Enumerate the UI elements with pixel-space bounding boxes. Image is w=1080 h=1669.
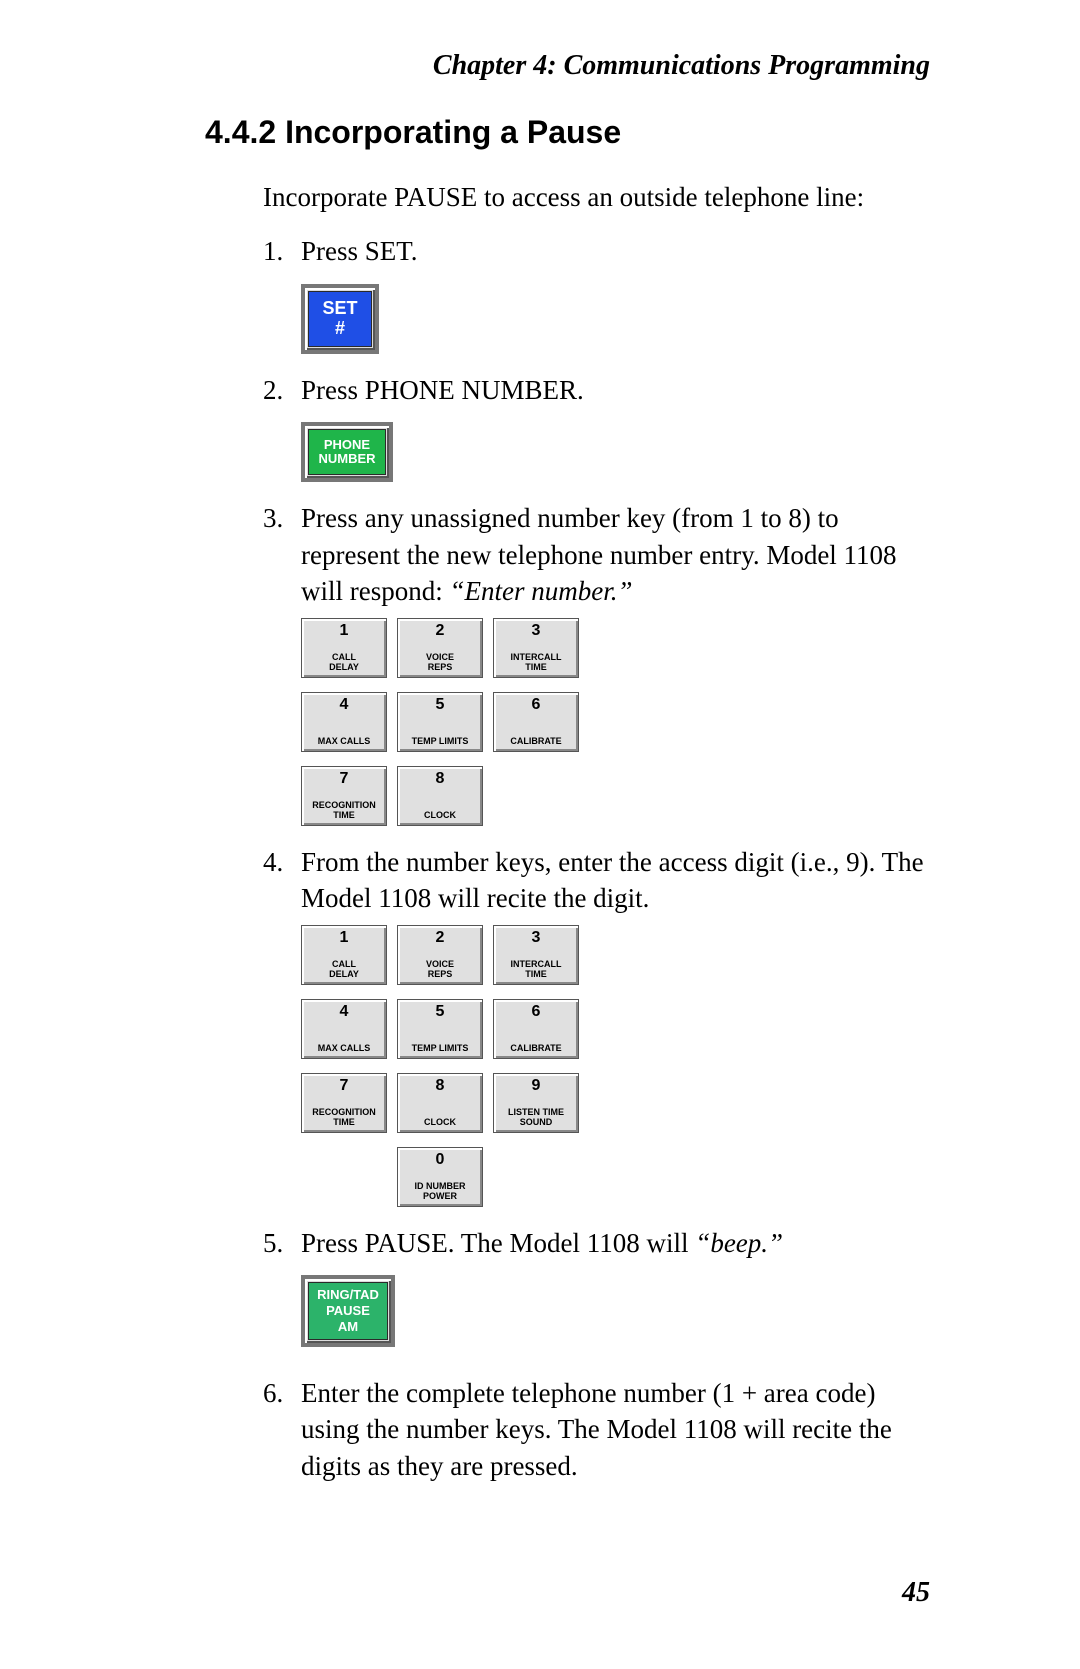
step-6-number: 6.	[263, 1375, 301, 1484]
step-4-number: 4.	[263, 844, 301, 917]
step-1-text: Press SET.	[301, 233, 930, 269]
keypad-key-num: 6	[532, 1004, 541, 1020]
keypad-key-8[interactable]: 8 CLOCK	[397, 766, 483, 826]
keypad-key-label: ID NUMBER POWER	[415, 1182, 466, 1202]
keypad-key-num: 5	[436, 1004, 445, 1020]
keypad-key-4[interactable]: 4 MAX CALLS	[301, 999, 387, 1059]
phone-button-line1: PHONE	[324, 438, 370, 452]
keypad-key-label: INTERCALL TIME	[511, 653, 562, 673]
keypad-key-num: 9	[532, 1078, 541, 1094]
keypad-key-num: 3	[532, 623, 541, 639]
step-4: 4. From the number keys, enter the acces…	[263, 844, 930, 917]
step-1: 1. Press SET.	[263, 233, 930, 269]
keypad-key-num: 2	[436, 623, 445, 639]
keypad-key-num: 8	[436, 1078, 445, 1094]
keypad-key-num: 7	[340, 771, 349, 787]
step-3: 3. Press any unassigned number key (from…	[263, 500, 930, 609]
step-3-italic: “Enter number.”	[450, 576, 633, 606]
keypad-key-num: 4	[340, 697, 349, 713]
keypad-key-num: 5	[436, 697, 445, 713]
keypad-key-5[interactable]: 5 TEMP LIMITS	[397, 692, 483, 752]
keypad-key-label: CALL DELAY	[329, 653, 359, 673]
set-button-line1: SET	[322, 299, 357, 319]
keypad-key-label: TEMP LIMITS	[412, 737, 469, 747]
keypad-key-label: CALIBRATE	[510, 737, 561, 747]
keypad-key-5[interactable]: 5 TEMP LIMITS	[397, 999, 483, 1059]
page-number: 45	[902, 1577, 930, 1609]
keypad-key-label: CALIBRATE	[510, 1044, 561, 1054]
keypad-key-0[interactable]: 0 ID NUMBER POWER	[397, 1147, 483, 1207]
keypad-key-num: 4	[340, 1004, 349, 1020]
keypad-key-label: RECOGNITION TIME	[312, 1108, 376, 1128]
keypad-10: 1 CALL DELAY 2 VOICE REPS 3 INTERCALL TIME 4 MA…	[301, 925, 930, 1207]
keypad-key-label: TEMP LIMITS	[412, 1044, 469, 1054]
keypad-key-1[interactable]: 1 CALL DELAY	[301, 618, 387, 678]
intro-text: Incorporate PAUSE to access an outside t…	[263, 179, 930, 215]
step-6: 6. Enter the complete telephone number (…	[263, 1375, 930, 1484]
keypad-key-7[interactable]: 7 RECOGNITION TIME	[301, 1073, 387, 1133]
set-button[interactable]: SET #	[301, 284, 379, 354]
keypad-key-num: 1	[340, 623, 349, 639]
step-5: 5. Press PAUSE. The Model 1108 will “bee…	[263, 1225, 930, 1261]
keypad-key-6[interactable]: 6 CALIBRATE	[493, 999, 579, 1059]
step-6-text: Enter the complete telephone number (1 +…	[301, 1375, 930, 1484]
keypad-key-2[interactable]: 2 VOICE REPS	[397, 618, 483, 678]
step-2-text: Press PHONE NUMBER.	[301, 372, 930, 408]
keypad-key-label: VOICE REPS	[426, 653, 454, 673]
step-2: 2. Press PHONE NUMBER.	[263, 372, 930, 408]
keypad-key-num: 8	[436, 771, 445, 787]
keypad-key-4[interactable]: 4 MAX CALLS	[301, 692, 387, 752]
set-button-line2: #	[335, 319, 345, 339]
keypad-key-num: 3	[532, 930, 541, 946]
keypad-key-num: 7	[340, 1078, 349, 1094]
keypad-key-7[interactable]: 7 RECOGNITION TIME	[301, 766, 387, 826]
pause-button-line1: RING/TAD	[317, 1287, 379, 1303]
keypad-8: 1 CALL DELAY 2 VOICE REPS 3 INTERCALL TIME 4 MA…	[301, 618, 930, 826]
keypad-key-2[interactable]: 2 VOICE REPS	[397, 925, 483, 985]
step-3-number: 3.	[263, 500, 301, 609]
step-5-italic: “beep.”	[695, 1228, 783, 1258]
keypad-key-num: 1	[340, 930, 349, 946]
page: Chapter 4: Communications Programming 4.…	[0, 0, 1080, 1669]
section-title: 4.4.2 Incorporating a Pause	[205, 114, 930, 151]
pause-button-line3: AM	[338, 1319, 358, 1335]
step-4-text: From the number keys, enter the access d…	[301, 844, 930, 917]
step-2-number: 2.	[263, 372, 301, 408]
keypad-key-label: MAX CALLS	[318, 1044, 371, 1054]
keypad-key-1[interactable]: 1 CALL DELAY	[301, 925, 387, 985]
pause-button[interactable]: RING/TAD PAUSE AM	[301, 1275, 395, 1347]
keypad-key-8[interactable]: 8 CLOCK	[397, 1073, 483, 1133]
keypad-key-label: VOICE REPS	[426, 960, 454, 980]
phone-button-line2: NUMBER	[318, 452, 375, 466]
chapter-header: Chapter 4: Communications Programming	[205, 50, 930, 82]
step-5-number: 5.	[263, 1225, 301, 1261]
keypad-key-label: INTERCALL TIME	[511, 960, 562, 980]
keypad-key-num: 0	[436, 1152, 445, 1168]
keypad-key-label: CLOCK	[424, 1118, 456, 1128]
keypad-key-9[interactable]: 9 LISTEN TIME SOUND	[493, 1073, 579, 1133]
phone-number-button[interactable]: PHONE NUMBER	[301, 422, 393, 482]
keypad-key-num: 6	[532, 697, 541, 713]
step-1-number: 1.	[263, 233, 301, 269]
keypad-key-num: 2	[436, 930, 445, 946]
step-5-text: Press PAUSE. The Model 1108 will	[301, 1228, 695, 1258]
keypad-key-3[interactable]: 3 INTERCALL TIME	[493, 618, 579, 678]
pause-button-line2: PAUSE	[326, 1303, 370, 1319]
keypad-key-label: LISTEN TIME SOUND	[508, 1108, 564, 1128]
keypad-key-label: CALL DELAY	[329, 960, 359, 980]
body-content: Incorporate PAUSE to access an outside t…	[263, 179, 930, 1484]
keypad-key-3[interactable]: 3 INTERCALL TIME	[493, 925, 579, 985]
keypad-key-label: MAX CALLS	[318, 737, 371, 747]
keypad-key-label: CLOCK	[424, 811, 456, 821]
keypad-key-6[interactable]: 6 CALIBRATE	[493, 692, 579, 752]
keypad-key-label: RECOGNITION TIME	[312, 801, 376, 821]
